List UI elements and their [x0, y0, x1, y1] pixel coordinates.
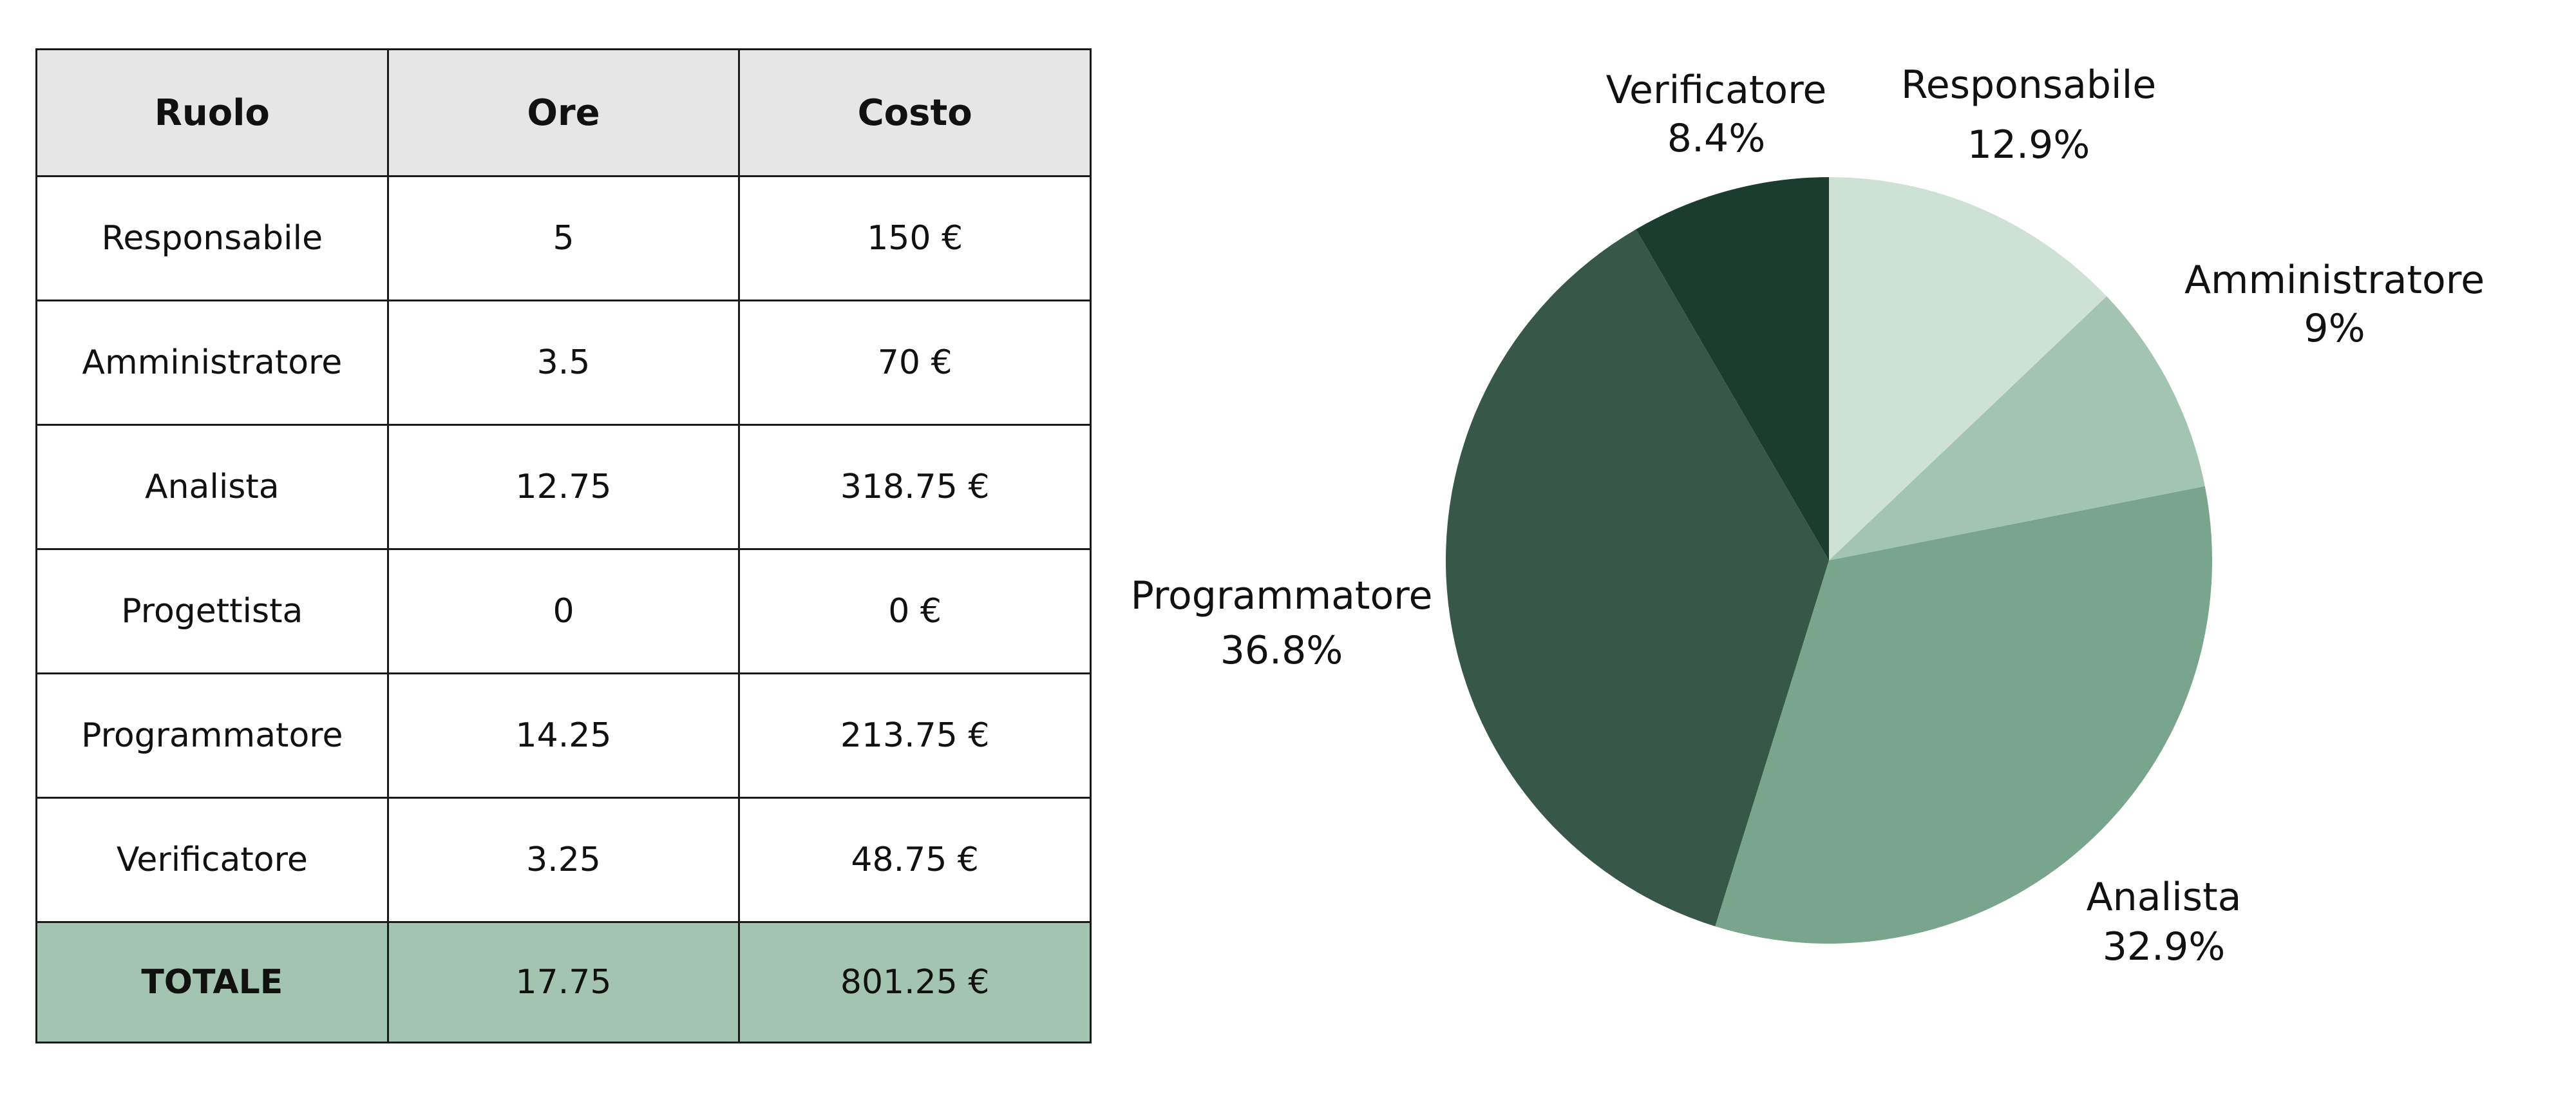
table-header-row: Ruolo Ore Costo: [35, 48, 1092, 177]
cell-cost: 0 €: [738, 548, 1092, 674]
cell-role: Analista: [35, 424, 389, 550]
pie-slice-responsabile: [1829, 177, 2107, 560]
total-row: TOTALE 17.75 801.25 €: [35, 921, 1092, 1043]
table-row: Responsabile 5 150 €: [35, 175, 1092, 301]
pie-label-analista: Analista: [2087, 875, 2242, 920]
header-costo: Costo: [738, 48, 1092, 177]
cell-cost: 318.75 €: [738, 424, 1092, 550]
table-row: Programmatore 14.25 213.75 €: [35, 672, 1092, 799]
header-ore: Ore: [386, 48, 741, 177]
table-row: Amministratore 3.5 70 €: [35, 300, 1092, 426]
cell-role: Programmatore: [35, 672, 389, 799]
cell-hours: 12.75: [386, 424, 741, 550]
pie-label-responsabile: Responsabile: [1901, 62, 2156, 108]
total-cost: 801.25 €: [738, 921, 1092, 1043]
cell-role: Responsabile: [35, 175, 389, 301]
cell-hours: 0: [386, 548, 741, 674]
table-row: Verificatore 3.25 48.75 €: [35, 797, 1092, 923]
cell-hours: 3.25: [386, 797, 741, 923]
total-label: TOTALE: [35, 921, 389, 1043]
pie-label-programmatore: Programmatore: [1131, 573, 1433, 618]
pie-percent-analista: 32.9%: [2103, 924, 2226, 969]
cell-cost: 48.75 €: [738, 797, 1092, 923]
cost-table: Ruolo Ore Costo Responsabile 5 150 € Amm…: [35, 48, 1092, 1043]
table-row: Analista 12.75 318.75 €: [35, 424, 1092, 550]
header-ruolo: Ruolo: [35, 48, 389, 177]
cell-hours: 5: [386, 175, 741, 301]
pie-slice-amministratore: [1829, 296, 2205, 560]
pie-percent-amministratore: 9%: [2304, 306, 2365, 351]
table-row: Progettista 0 0 €: [35, 548, 1092, 674]
cell-cost: 213.75 €: [738, 672, 1092, 799]
cell-role: Progettista: [35, 548, 389, 674]
pie-label-verificatore: Verificatore: [1606, 68, 1827, 113]
pie-label-amministratore: Amministratore: [2184, 258, 2485, 303]
pie-percent-programmatore: 36.8%: [1220, 628, 1343, 673]
pie-slice-verificatore: [1636, 177, 1829, 560]
total-hours: 17.75: [386, 921, 741, 1043]
pie-slice-programmatore: [1446, 229, 1829, 927]
pie-percent-responsabile: 12.9%: [1967, 122, 2090, 167]
cell-cost: 150 €: [738, 175, 1092, 301]
cell-hours: 3.5: [386, 300, 741, 426]
pie-percent-verificatore: 8.4%: [1667, 116, 1765, 161]
cell-hours: 14.25: [386, 672, 741, 799]
pie-slice-analista: [1715, 486, 2212, 944]
cell-cost: 70 €: [738, 300, 1092, 426]
cell-role: Amministratore: [35, 300, 389, 426]
cell-role: Verificatore: [35, 797, 389, 923]
